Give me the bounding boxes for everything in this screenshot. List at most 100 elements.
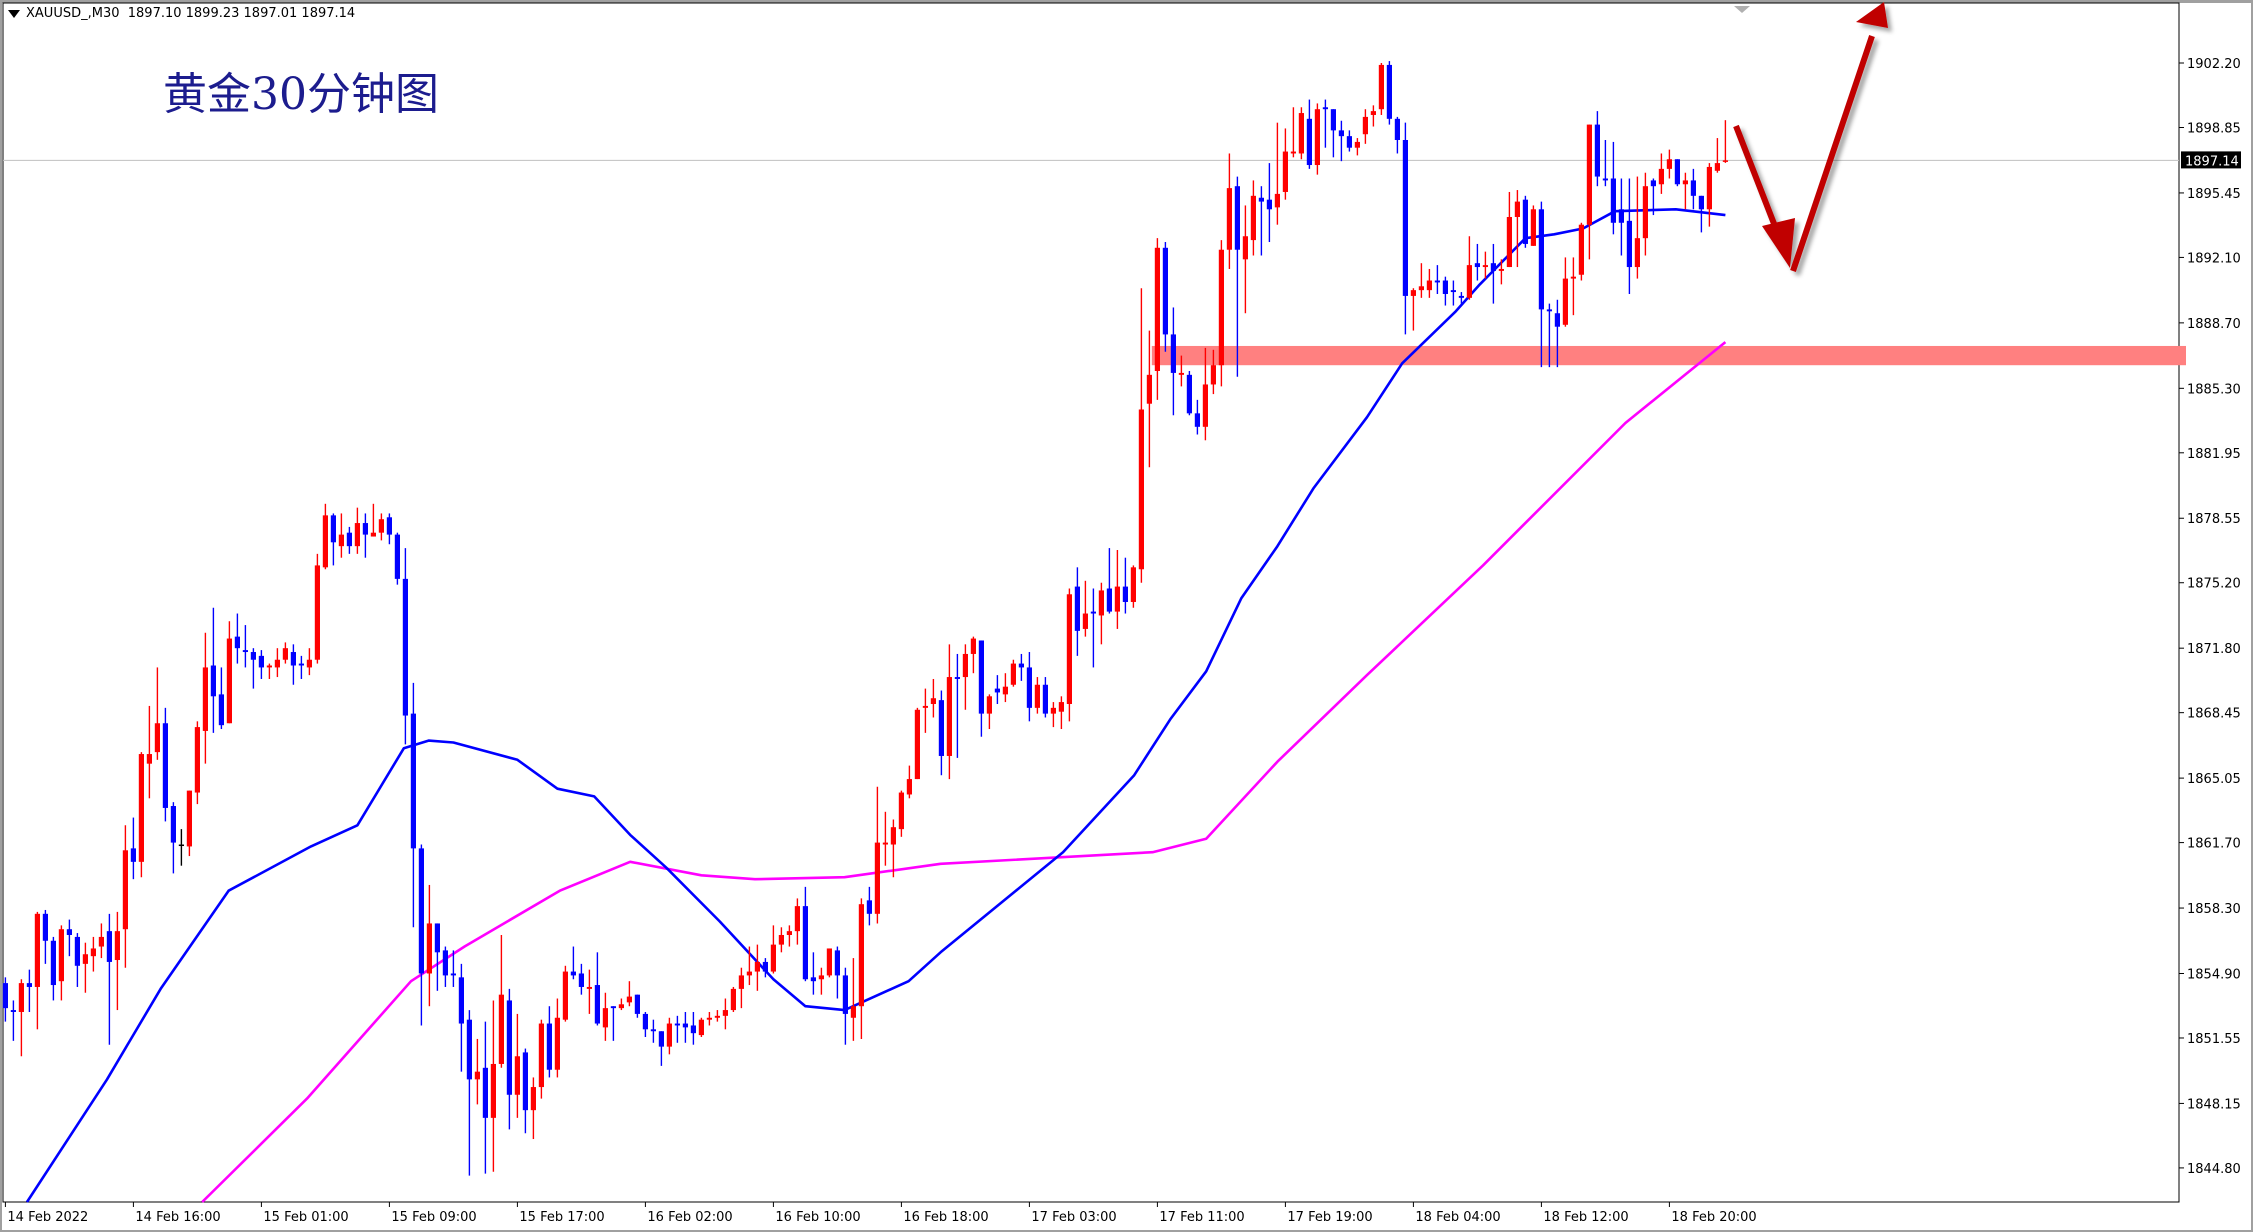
candle [586,969,592,1014]
candle-body [570,971,576,976]
candle [1034,677,1040,714]
candle-body [1698,195,1704,210]
candle-body [1106,588,1112,612]
candle-body [170,806,176,843]
candle [618,998,624,1011]
candle-body [1042,684,1048,714]
candle [786,925,792,947]
candle-body [938,700,944,756]
candle-body [514,1056,520,1095]
candle [530,1077,536,1140]
candle [1618,178,1624,256]
candle-body [546,1023,552,1070]
candle [1050,702,1056,728]
candle-body [1178,372,1184,375]
candle [1650,178,1656,216]
candle [98,923,104,959]
candle-body [1282,151,1288,192]
candle-body [842,975,848,1014]
candle [626,981,632,1007]
candle-body [554,1017,560,1070]
candle-body [578,973,584,987]
candle-body [1562,278,1568,325]
candle [1250,180,1256,256]
candle-body [1306,118,1312,166]
candle-body [410,713,416,849]
support-zone [1151,345,2186,366]
candle-body [850,1006,856,1018]
candle [210,607,216,733]
candle [1114,550,1120,629]
candle-body [1458,295,1464,298]
candle [642,1011,648,1038]
candle-body [474,1071,480,1080]
candle [898,790,904,837]
candle [266,663,272,679]
candle [762,958,768,978]
candle [1234,176,1240,377]
candle-body [562,971,568,1020]
candle [394,532,400,585]
candle [474,1038,480,1105]
candle-body [154,723,160,753]
candle [1330,109,1336,158]
candle [962,644,968,710]
dropdown-triangle-icon[interactable] [8,9,20,18]
candle [1042,677,1048,718]
candle-body [1242,236,1248,260]
candle-body [994,688,1000,693]
candle [506,988,512,1130]
candle [770,925,776,974]
candle [834,946,840,999]
candle-body [1362,116,1368,135]
candle-body [730,988,736,1011]
candle-body [490,1063,496,1118]
candle-body [58,929,64,982]
y-tick-label: 1898.85 [2187,121,2241,136]
candle-body [618,1004,624,1009]
candle-body [1546,309,1552,312]
candle-body [194,727,200,793]
down-arrow-annotation [1733,124,1795,268]
y-tick-label: 1885.30 [2187,382,2241,397]
candle [1322,99,1328,148]
candle-body [1202,384,1208,427]
candle [1010,659,1016,687]
candle [1402,122,1408,335]
candle-body [1402,139,1408,296]
candle-body [1290,151,1296,154]
x-tick-label: 17 Feb 11:00 [1159,1210,1244,1225]
candle [730,986,736,1012]
candle [178,829,184,866]
candle [1058,696,1064,730]
candle [1714,138,1720,173]
candle [450,950,456,987]
y-tick-label: 1858.30 [2187,902,2241,917]
x-tick-label: 17 Feb 03:00 [1031,1210,1116,1225]
candle-body [642,1013,648,1030]
candle [1434,265,1440,294]
candle [250,648,256,689]
candle [874,786,880,924]
candle-body [1634,238,1640,268]
candle-body [354,523,360,547]
candle-body [1274,193,1280,208]
chart-shift-marker-icon[interactable] [1734,6,1750,13]
candle [1138,288,1144,583]
candle-body [1482,265,1488,268]
candle [290,644,296,685]
candle-body [834,950,840,976]
x-tick-label: 18 Feb 12:00 [1543,1210,1628,1225]
candle [610,1006,616,1041]
candle-body [1154,247,1160,371]
x-tick-label: 16 Feb 02:00 [647,1210,732,1225]
candle-body [690,1025,696,1034]
candle [1274,122,1280,225]
candle [146,705,152,799]
candle [1554,299,1560,368]
candle-body [1322,107,1328,110]
candle [810,952,816,995]
candle-body [218,694,224,726]
candle-body [1138,409,1144,570]
